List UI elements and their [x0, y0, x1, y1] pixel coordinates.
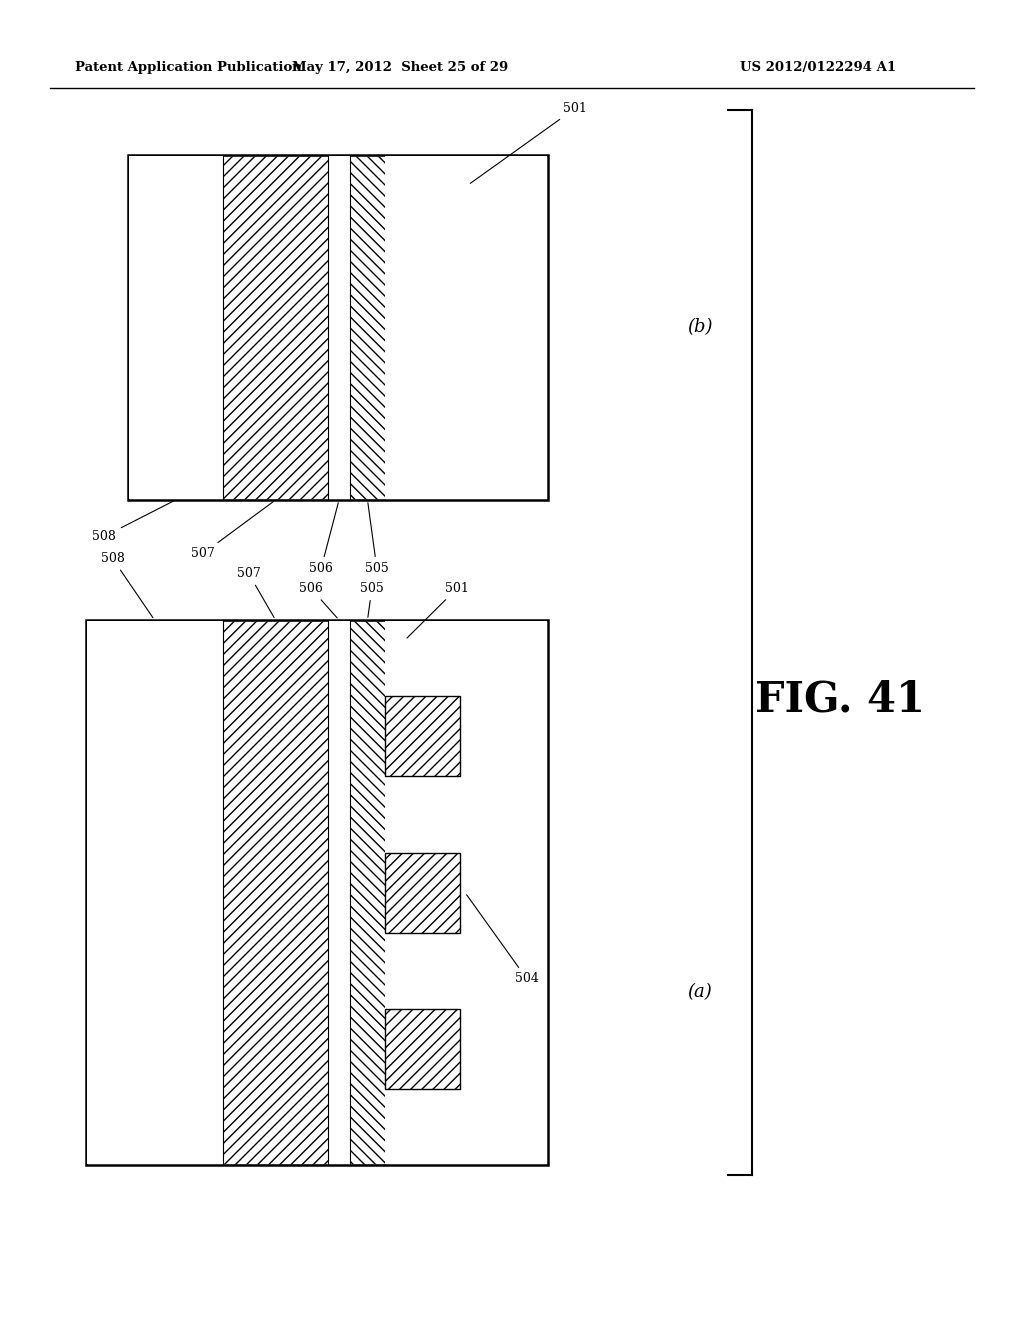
- Text: 506: 506: [309, 503, 338, 576]
- Text: 507: 507: [191, 502, 273, 560]
- Text: (b): (b): [687, 318, 713, 337]
- Bar: [223, 620, 328, 1164]
- Text: 501: 501: [407, 582, 469, 638]
- Text: May 17, 2012  Sheet 25 of 29: May 17, 2012 Sheet 25 of 29: [292, 62, 508, 74]
- Text: FIG. 41: FIG. 41: [755, 678, 925, 721]
- Text: 505: 505: [360, 582, 384, 618]
- Text: 506: 506: [299, 582, 337, 618]
- Bar: [328, 620, 350, 1164]
- Bar: [223, 156, 328, 499]
- Bar: [385, 853, 460, 932]
- Text: (a): (a): [688, 983, 713, 1001]
- Bar: [129, 156, 223, 499]
- Bar: [385, 156, 547, 499]
- Bar: [128, 154, 548, 500]
- Text: 507: 507: [237, 568, 274, 618]
- Bar: [385, 1008, 460, 1089]
- Bar: [86, 620, 548, 1166]
- Bar: [87, 620, 223, 1164]
- Bar: [328, 156, 350, 499]
- Text: 505: 505: [365, 503, 389, 576]
- Text: US 2012/0122294 A1: US 2012/0122294 A1: [740, 62, 896, 74]
- Bar: [350, 620, 385, 1164]
- Text: 504: 504: [467, 895, 539, 986]
- Text: 501: 501: [470, 102, 587, 183]
- Bar: [350, 156, 385, 499]
- Bar: [385, 620, 547, 1164]
- Text: 508: 508: [92, 502, 173, 543]
- Bar: [385, 696, 460, 776]
- Text: 508: 508: [100, 552, 153, 618]
- Text: Patent Application Publication: Patent Application Publication: [75, 62, 302, 74]
